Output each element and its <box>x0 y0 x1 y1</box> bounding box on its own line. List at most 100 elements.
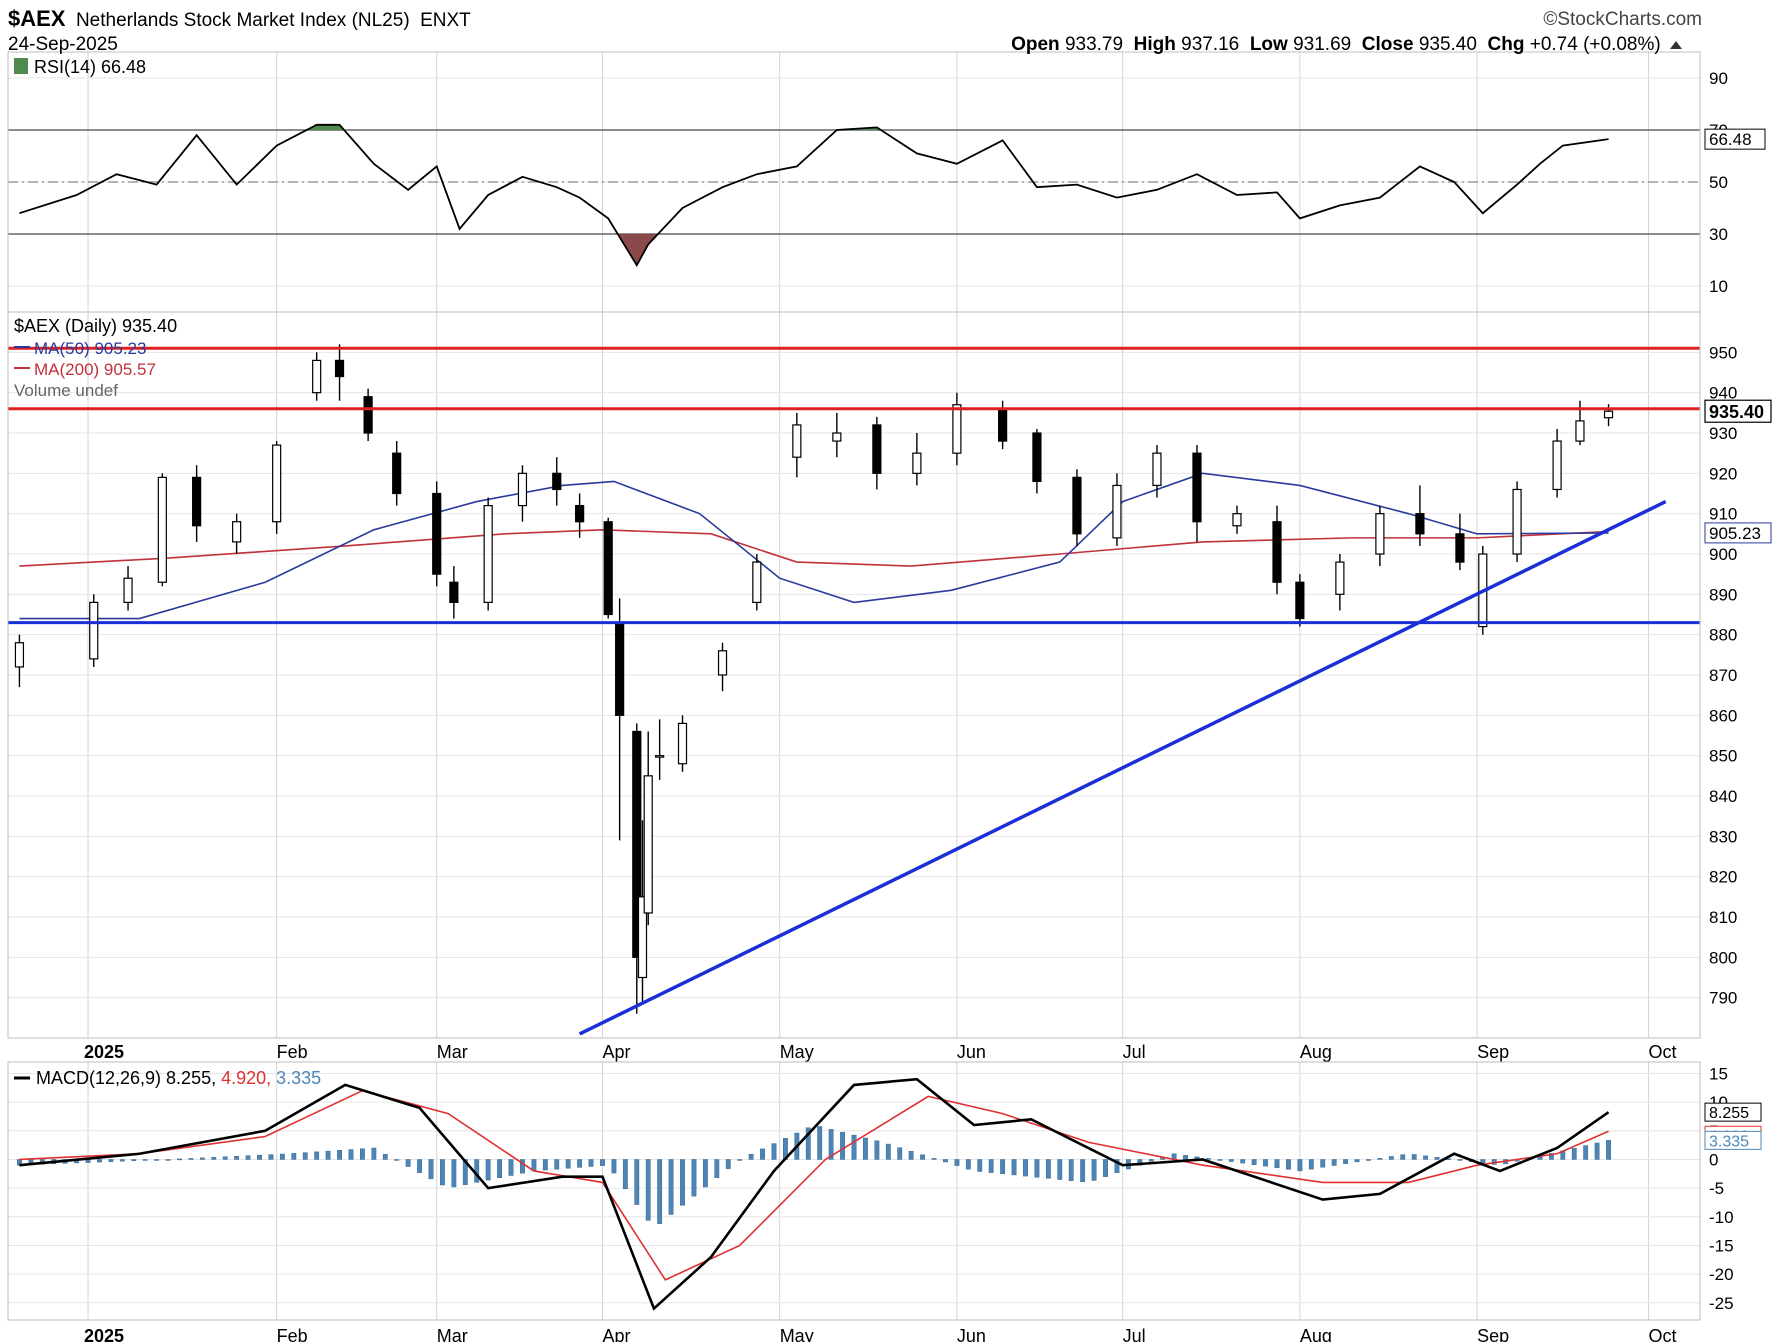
rsi-tick-label: 50 <box>1709 173 1728 192</box>
macd-histogram-bar <box>394 1159 400 1161</box>
macd-histogram-bar <box>371 1147 377 1160</box>
macd-tick-label: -20 <box>1709 1265 1734 1284</box>
candle-body <box>232 521 242 543</box>
macd-histogram-bar <box>1068 1159 1074 1181</box>
macd-histogram-bar <box>257 1154 262 1160</box>
macd-histogram-bar <box>405 1159 411 1167</box>
macd-histogram-bar <box>474 1159 480 1183</box>
x-tick-label: 2025 <box>84 1042 124 1062</box>
macd-histogram-bar <box>165 1159 171 1161</box>
macd-last-hist-label: 3.335 <box>1709 1133 1749 1150</box>
candle-body <box>575 505 585 523</box>
price-tick-label: 940 <box>1709 384 1737 403</box>
macd-histogram-bar <box>668 1159 674 1215</box>
candle-body <box>192 476 202 527</box>
macd-histogram-bar <box>920 1154 925 1160</box>
candle-body <box>615 621 625 716</box>
candle-body <box>1575 420 1585 442</box>
candle-body <box>752 561 762 603</box>
macd-histogram-bar <box>1354 1159 1360 1163</box>
macd-histogram-bar <box>702 1159 708 1188</box>
chart-header: $AEX Netherlands Stock Market Index (NL2… <box>8 6 471 32</box>
macd-histogram-bar <box>1400 1154 1406 1160</box>
macd-histogram-bar <box>428 1159 434 1180</box>
chg-value: +0.74 (+0.08%) <box>1529 34 1661 55</box>
macd-histogram-bar <box>1606 1140 1611 1160</box>
price-tick-label: 800 <box>1709 948 1737 967</box>
macd-histogram-bar <box>1434 1157 1440 1160</box>
macd-histogram-bar <box>1263 1159 1268 1167</box>
macd-signal-line <box>19 1089 1609 1281</box>
x-tick-label: Apr <box>602 1042 630 1062</box>
x-tick-label: Jun <box>957 1042 986 1062</box>
macd-histogram-bar <box>177 1158 182 1161</box>
macd-tick-label: -25 <box>1709 1294 1734 1313</box>
macd-x-tick-label: Jul <box>1123 1326 1146 1342</box>
close-value: 935.40 <box>1418 34 1477 55</box>
candle-body <box>517 472 528 507</box>
macd-histogram-bar <box>440 1159 445 1186</box>
macd-histogram-bar <box>817 1126 823 1160</box>
candle-body <box>637 896 648 979</box>
macd-histogram-bar <box>1045 1159 1051 1179</box>
macd-histogram-bar <box>885 1143 891 1160</box>
candle-body <box>392 452 402 495</box>
candle-body <box>792 424 802 458</box>
macd-histogram-bar <box>1320 1159 1326 1168</box>
candle-body <box>1375 513 1385 555</box>
macd-histogram-bar <box>119 1159 125 1162</box>
macd-tick-label: 0 <box>1709 1150 1718 1169</box>
macd-histogram-bar <box>325 1150 331 1160</box>
macd-histogram-bar <box>451 1159 457 1188</box>
x-tick-label: Aug <box>1300 1042 1332 1062</box>
candle-body <box>677 722 688 765</box>
volume-legend: Volume undef <box>14 381 118 400</box>
symbol: $AEX <box>8 6 66 31</box>
rsi-legend-swatch <box>14 58 28 74</box>
ma50-line <box>19 472 1609 620</box>
macd-histogram-bar <box>645 1159 651 1221</box>
stockcharts-logo[interactable]: ©StockCharts.com <box>1543 9 1702 30</box>
macd-histogram-bar <box>805 1127 811 1160</box>
candle-body <box>998 408 1008 442</box>
price-tick-label: 950 <box>1709 343 1737 362</box>
candle-body <box>832 432 842 442</box>
macd-histogram-bar <box>691 1159 697 1197</box>
high-value: 937.16 <box>1181 34 1240 55</box>
candle-body <box>872 424 882 474</box>
macd-histogram-bar <box>565 1159 571 1169</box>
rsi-oversold-fill <box>617 234 659 266</box>
macd-line <box>19 1077 1610 1311</box>
macd-histogram-bar <box>954 1159 960 1166</box>
price-tick-label: 920 <box>1709 464 1737 483</box>
price-tick-label: 830 <box>1709 827 1737 846</box>
macd-histogram-bar <box>760 1148 765 1160</box>
price-tick-label: 790 <box>1709 989 1737 1008</box>
macd-legend-value: 8.255, <box>166 1068 221 1088</box>
macd-histogram-bar <box>657 1159 663 1224</box>
candle-body <box>643 775 653 914</box>
macd-histogram-bar <box>234 1155 240 1160</box>
candle-body <box>157 476 167 583</box>
ma50-value-label: 905.23 <box>1709 524 1761 543</box>
macd-histogram-bar <box>245 1155 251 1160</box>
macd-histogram-bar <box>268 1154 274 1160</box>
macd-histogram-bar <box>748 1153 754 1160</box>
macd-legend: MACD(12,26,9) 8.255, 4.920, 3.335 <box>36 1068 321 1088</box>
macd-x-tick-label: Jun <box>957 1326 986 1342</box>
ma50-value-box <box>1704 522 1772 544</box>
macd-histogram-bar <box>97 1159 102 1163</box>
exchange: ENXT <box>420 10 471 31</box>
ma200-line <box>19 528 1609 567</box>
macd-histogram-bar <box>1366 1159 1371 1161</box>
macd-histogram-bar <box>485 1159 491 1181</box>
macd-histogram-bar <box>1571 1147 1577 1160</box>
close-label: Close <box>1361 34 1414 55</box>
macd-histogram-bar <box>1594 1142 1600 1160</box>
macd-histogram-bar <box>360 1148 365 1160</box>
macd-histogram-bar <box>142 1159 148 1161</box>
macd-histogram-bar <box>851 1134 857 1160</box>
candle-body <box>1152 452 1162 487</box>
price-tick-label: 890 <box>1709 585 1737 604</box>
rsi-plot <box>8 77 1700 287</box>
